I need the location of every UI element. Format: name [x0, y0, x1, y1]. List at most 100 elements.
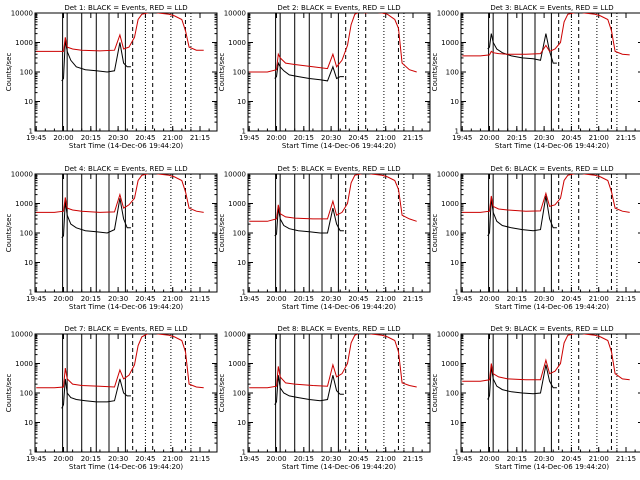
lld-series-line — [249, 13, 417, 73]
x-tick-label: 20:30 — [534, 455, 554, 463]
y-tick-label: 10 — [237, 98, 246, 106]
x-tick-label: 21:15 — [616, 455, 636, 463]
y-tick-label: 10000 — [224, 10, 246, 18]
x-tick-label: 20:00 — [266, 295, 286, 303]
x-tick-label: 21:00 — [163, 295, 183, 303]
y-tick-label: 1000 — [228, 200, 246, 208]
y-tick-label: 10000 — [11, 171, 33, 179]
x-tick-label: 21:00 — [589, 295, 609, 303]
y-tick-label: 10 — [237, 259, 246, 267]
panel-title: Det 2: BLACK = Events, RED = LLD — [277, 4, 400, 12]
events-series-line — [274, 375, 344, 405]
x-tick-label: 20:15 — [294, 295, 314, 303]
y-tick-label: 1000 — [15, 360, 33, 368]
x-tick-label: 21:15 — [190, 134, 210, 142]
y-tick-label: 10000 — [224, 331, 246, 339]
x-tick-label: 21:15 — [403, 455, 423, 463]
detector-panel-8: Det 8: BLACK = Events, RED = LLD 1 10 100 10… — [218, 325, 431, 471]
x-tick-label: 20:15 — [507, 134, 527, 142]
lld-series-line — [36, 13, 204, 52]
detector-panel-2: Det 2: BLACK = Events, RED = LLD 1 10 100 10… — [218, 4, 431, 150]
lld-series-line — [249, 334, 417, 389]
x-tick-label: 20:15 — [81, 295, 101, 303]
lld-series-line — [249, 174, 417, 222]
x-tick-label: 20:30 — [108, 295, 128, 303]
x-tick-label: 20:00 — [266, 134, 286, 142]
detector-panel-3: Det 3: BLACK = Events, RED = LLD 1 10 100 10… — [431, 4, 640, 150]
panel-title: Det 5: BLACK = Events, RED = LLD — [277, 165, 400, 173]
x-tick-label: 19:45 — [239, 134, 259, 142]
y-tick-label: 100 — [446, 390, 459, 398]
x-axis-label: Start Time (14-Dec-06 19:44:20) — [69, 142, 183, 150]
y-tick-label: 10 — [450, 419, 459, 427]
y-tick-label: 100 — [233, 230, 246, 238]
panel-title: Det 4: BLACK = Events, RED = LLD — [64, 165, 187, 173]
y-tick-label: 10 — [237, 419, 246, 427]
x-tick-label: 20:15 — [507, 455, 527, 463]
lld-series-line — [36, 174, 204, 213]
x-tick-label: 19:45 — [26, 134, 46, 142]
detector-panel-6: Det 6: BLACK = Events, RED = LLD 1 10 100 10… — [431, 165, 640, 311]
y-tick-label: 10000 — [11, 10, 33, 18]
x-tick-label: 20:45 — [135, 134, 155, 142]
x-tick-label: 20:30 — [108, 455, 128, 463]
x-tick-label: 20:30 — [108, 134, 128, 142]
plot-frame — [460, 333, 640, 453]
x-tick-label: 21:00 — [589, 134, 609, 142]
y-tick-label: 1000 — [441, 39, 459, 47]
x-tick-label: 20:00 — [479, 134, 499, 142]
x-tick-label: 21:00 — [376, 134, 396, 142]
x-tick-label: 20:30 — [321, 455, 341, 463]
y-tick-label: 1000 — [15, 200, 33, 208]
y-tick-label: 1 — [29, 289, 33, 297]
events-series-line — [274, 61, 344, 82]
y-axis-label: Counts/sec — [218, 53, 226, 92]
y-tick-label: 1000 — [441, 200, 459, 208]
y-tick-label: 10 — [24, 419, 33, 427]
y-tick-label: 10000 — [437, 171, 459, 179]
x-tick-label: 20:00 — [479, 455, 499, 463]
y-axis-label: Counts/sec — [5, 214, 13, 253]
x-tick-label: 19:45 — [452, 455, 472, 463]
y-tick-label: 10000 — [437, 10, 459, 18]
x-tick-label: 20:45 — [561, 295, 581, 303]
x-tick-label: 20:45 — [135, 295, 155, 303]
x-tick-label: 20:45 — [348, 455, 368, 463]
x-tick-label: 20:30 — [534, 134, 554, 142]
x-tick-label: 20:00 — [266, 455, 286, 463]
detector-panel-5: Det 5: BLACK = Events, RED = LLD 1 10 100 10… — [218, 165, 431, 311]
x-tick-label: 20:00 — [53, 134, 73, 142]
x-tick-label: 19:45 — [26, 455, 46, 463]
y-tick-label: 100 — [446, 69, 459, 77]
x-axis-label: Start Time (14-Dec-06 19:44:20) — [282, 463, 396, 471]
events-series-line — [487, 33, 557, 64]
x-tick-label: 21:15 — [403, 295, 423, 303]
y-axis-label: Counts/sec — [218, 214, 226, 253]
x-tick-label: 20:45 — [561, 455, 581, 463]
x-axis-label: Start Time (14-Dec-06 19:44:20) — [282, 303, 396, 311]
y-axis-label: Counts/sec — [431, 214, 439, 253]
panel-title: Det 7: BLACK = Events, RED = LLD — [64, 325, 187, 333]
x-tick-label: 19:45 — [452, 295, 472, 303]
x-tick-label: 19:45 — [26, 295, 46, 303]
x-tick-label: 20:00 — [53, 295, 73, 303]
plot-frame — [460, 173, 640, 293]
y-tick-label: 100 — [20, 390, 33, 398]
y-tick-label: 100 — [233, 390, 246, 398]
y-axis-label: Counts/sec — [431, 374, 439, 413]
lld-series-line — [462, 13, 630, 57]
x-tick-label: 20:15 — [294, 134, 314, 142]
x-tick-label: 20:15 — [507, 295, 527, 303]
y-tick-label: 1000 — [15, 39, 33, 47]
y-tick-label: 10 — [450, 259, 459, 267]
panel-title: Det 8: BLACK = Events, RED = LLD — [277, 325, 400, 333]
y-tick-label: 1000 — [228, 39, 246, 47]
events-series-line — [487, 195, 557, 237]
y-tick-label: 10000 — [224, 171, 246, 179]
y-tick-label: 10000 — [11, 331, 33, 339]
x-tick-label: 20:15 — [294, 455, 314, 463]
x-tick-label: 19:45 — [239, 295, 259, 303]
x-tick-label: 20:45 — [561, 134, 581, 142]
x-axis-label: Start Time (14-Dec-06 19:44:20) — [69, 303, 183, 311]
